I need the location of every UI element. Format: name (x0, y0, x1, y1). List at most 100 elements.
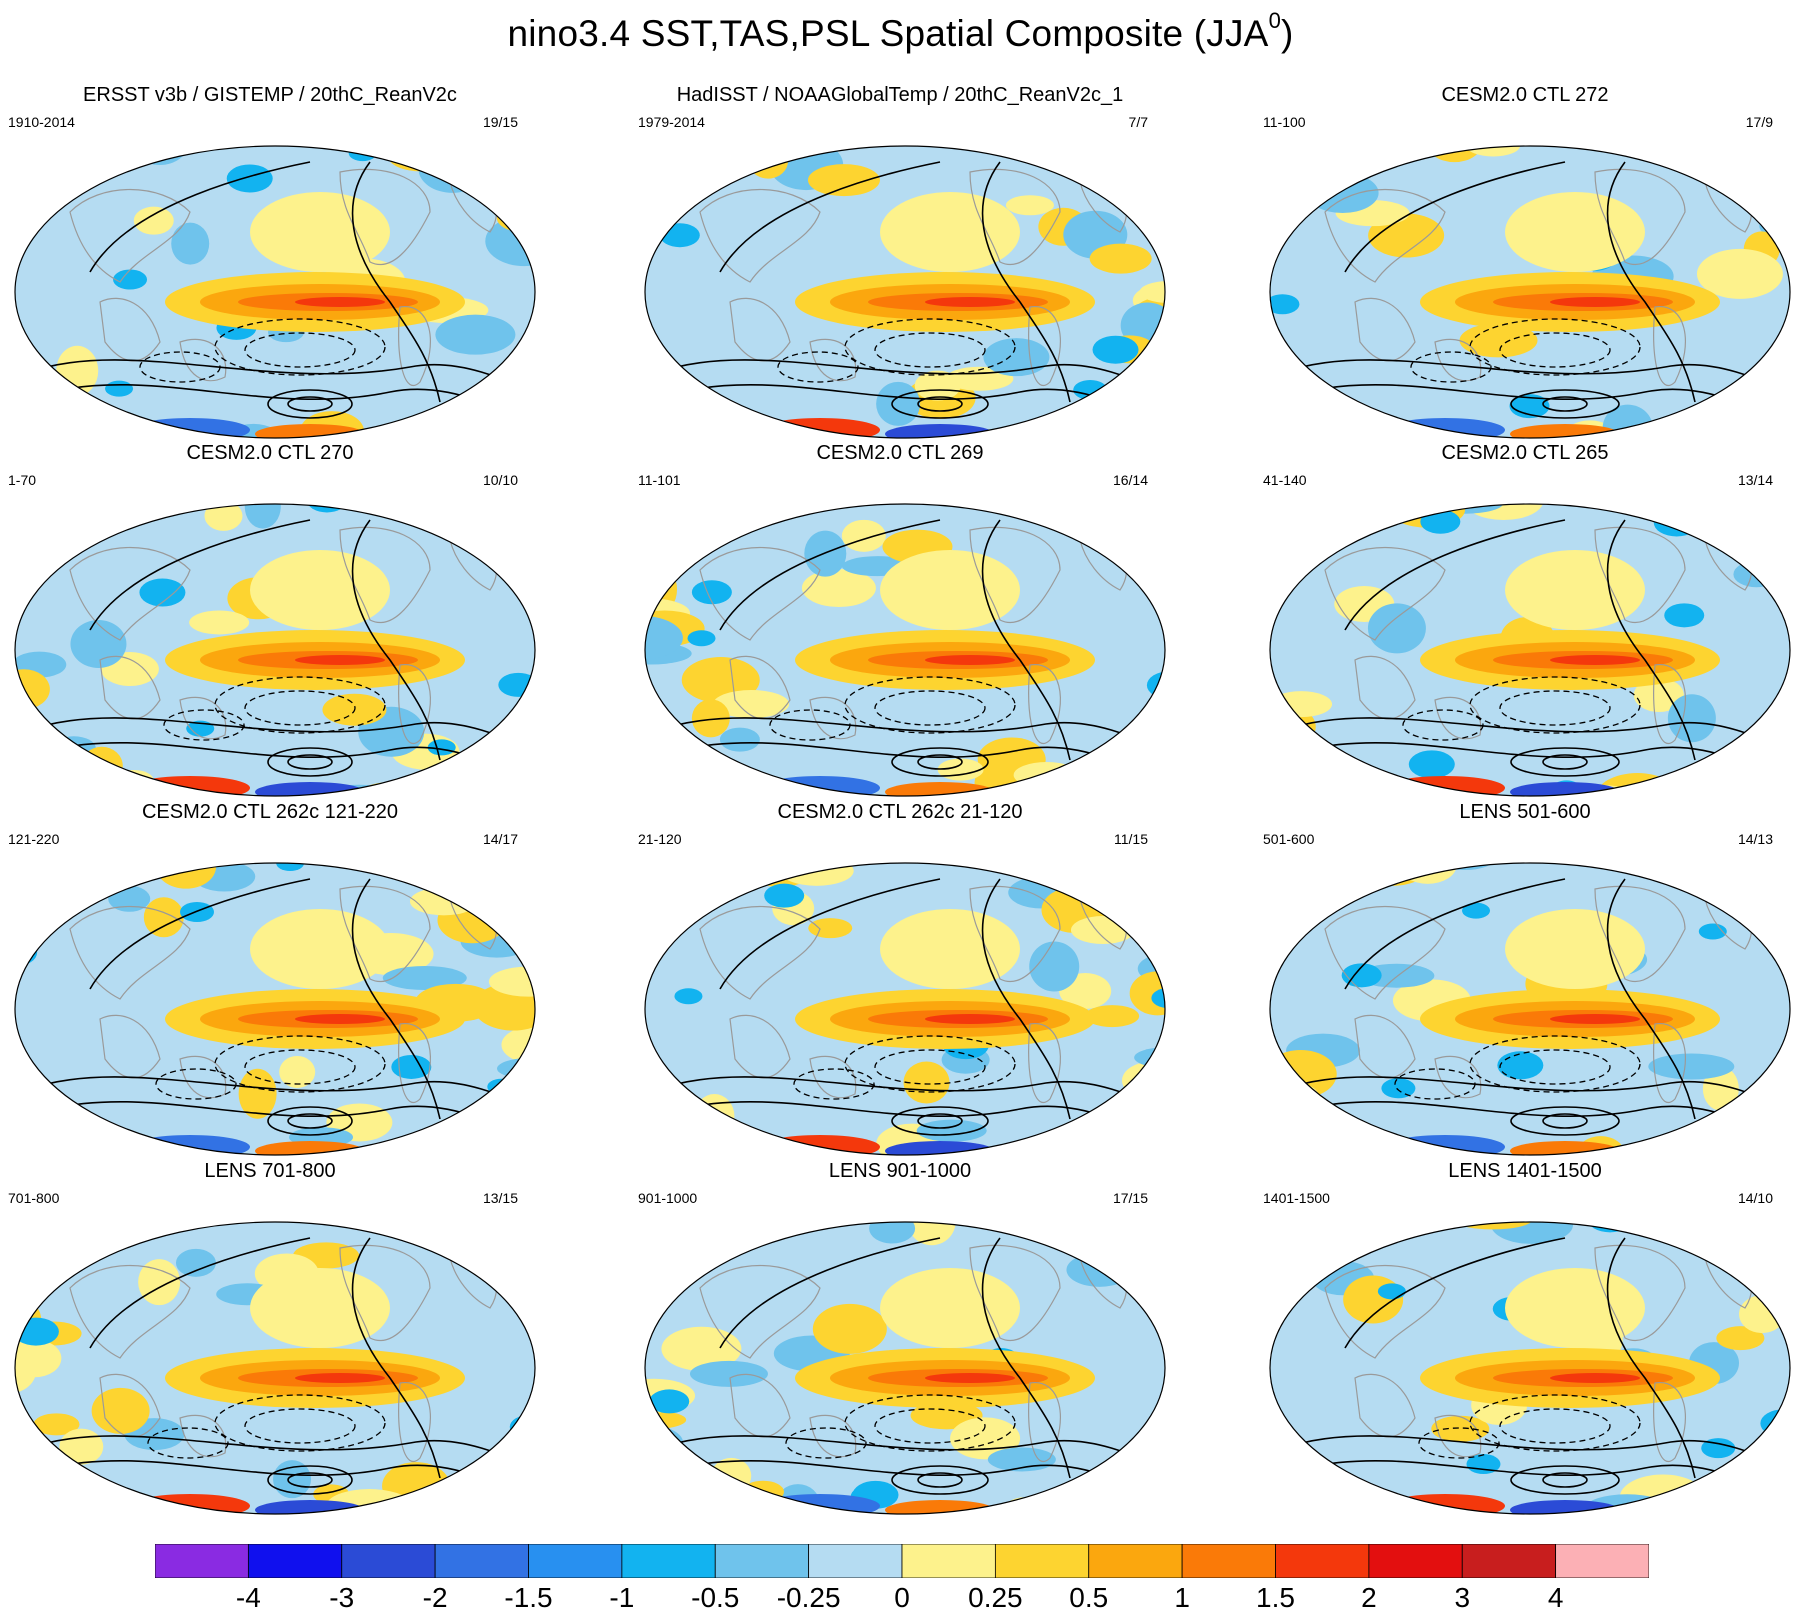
robinson-map (14, 1221, 536, 1515)
anomaly-patch (29, 418, 84, 438)
north-pacific-anomaly (1505, 909, 1645, 989)
cool-anomaly-patch (459, 1469, 500, 1494)
anomaly-patch (486, 1498, 535, 1514)
anomaly-patch (650, 1124, 687, 1155)
anomaly-patch (1306, 173, 1379, 214)
colorbar-swatch (1555, 1544, 1649, 1578)
continent-outline (179, 338, 227, 382)
anomaly-patch (869, 1222, 916, 1244)
anomaly-patch (1633, 678, 1684, 713)
anomaly-patch (645, 146, 685, 160)
anomaly-patch (1773, 1436, 1790, 1467)
robinson-map (14, 503, 536, 797)
cool-anomaly-patch (1719, 1109, 1766, 1138)
panel-title: HadISST / NOAAGlobalTemp / 20thC_ReanV2c… (676, 84, 1124, 106)
cool-anomaly-patch (1311, 504, 1346, 515)
anomaly-patch (645, 1272, 674, 1301)
anomaly-patch (903, 1061, 950, 1104)
robinson-map (1269, 862, 1791, 1156)
psl-contour-positive (1606, 161, 1696, 403)
psl-contour-positive (1542, 1472, 1588, 1488)
anomaly-patch (1367, 603, 1426, 654)
cool-anomaly-patch (15, 919, 40, 940)
psl-contour-negative (1410, 351, 1492, 383)
anomaly-patch (1733, 561, 1780, 588)
anomaly-patch (472, 1222, 535, 1245)
panel-event-count: 13/15 (482, 1190, 518, 1206)
cool-anomaly-patch (645, 205, 655, 222)
anomaly-patch (1139, 280, 1165, 303)
psl-contour-positive (1606, 878, 1696, 1120)
anomaly-patch (501, 779, 535, 796)
continent-outline (398, 664, 431, 744)
cool-anomaly-patch (1081, 1238, 1128, 1267)
psl-contour-positive (267, 747, 353, 777)
anomaly-patch (651, 1243, 690, 1290)
map-border (14, 1221, 536, 1515)
psl-contour-positive (287, 396, 333, 412)
anomaly-patch (1270, 1222, 1322, 1244)
psl-contour-negative (214, 318, 386, 376)
composite-panel: CESM2.0 CTL 262c 121-220 121-220 14/17 (0, 801, 540, 1159)
psl-contour-positive (1510, 389, 1620, 419)
continent-outline (729, 297, 791, 362)
anomaly-patch (658, 420, 737, 438)
panel-title: CESM2.0 CTL 272 (1441, 84, 1609, 106)
cool-anomaly-patch (645, 787, 664, 796)
cool-anomaly-patch (645, 524, 666, 549)
psl-contour-negative (214, 1035, 386, 1093)
psl-contour-negative (244, 1049, 356, 1085)
cool-anomaly-patch (520, 1222, 535, 1230)
psl-contour-negative (163, 709, 245, 741)
colorbar-tick-label: -2 (422, 1582, 448, 1613)
psl-contour-positive (1542, 396, 1588, 412)
panel-title: LENS 1401-1500 (1448, 1160, 1602, 1182)
composite-panel: HadISST / NOAAGlobalTemp / 20thC_ReanV2c… (630, 84, 1170, 442)
anomaly-patch (1285, 1249, 1350, 1270)
panel-years: 121-220 (8, 831, 60, 847)
robinson-map (1269, 1221, 1791, 1515)
psl-contour-negative (1402, 709, 1484, 741)
anomaly-patch (23, 1133, 78, 1155)
anomaly-patch (1270, 1050, 1337, 1099)
psl-contour-negative (844, 1394, 1016, 1452)
cool-anomaly-patch (1727, 152, 1768, 177)
psl-contour-positive (1344, 161, 1566, 273)
cool-anomaly-patch (22, 1503, 69, 1514)
psl-contour-positive (719, 161, 941, 273)
continent-outline (809, 338, 857, 382)
anomaly-patch (1270, 510, 1311, 549)
psl-contour-negative (785, 1427, 867, 1459)
cool-anomaly-patch (105, 380, 134, 397)
anomaly-patch (1107, 504, 1165, 535)
anomaly-patch (1749, 1124, 1790, 1155)
psl-contour-positive (981, 1237, 1071, 1479)
anomaly-patch (801, 569, 876, 608)
antarctic-anomaly (255, 782, 365, 796)
anomaly-patch (689, 1360, 768, 1387)
anomaly-patch (477, 504, 535, 549)
enso-tongue-peak (1550, 297, 1640, 307)
continent-outline (179, 696, 227, 740)
psl-contour-positive (89, 878, 311, 990)
anomaly-patch (1763, 1122, 1790, 1151)
panel-event-count: 16/14 (1112, 472, 1148, 488)
continent-outline (398, 1023, 431, 1103)
anomaly-patch (1648, 1053, 1735, 1080)
colorbar-swatch (901, 1544, 996, 1578)
anomaly-patch (645, 863, 683, 879)
continent-outline (99, 297, 161, 362)
anomaly-patch (1491, 1222, 1574, 1244)
anomaly-patch (409, 1222, 494, 1249)
psl-contour-negative (1469, 1394, 1641, 1452)
continent-outline (1653, 1382, 1686, 1462)
colorbar-tick-label: -0.25 (776, 1582, 841, 1613)
anomaly-patch (1756, 1257, 1790, 1298)
anomaly-patch (1770, 371, 1790, 402)
psl-contour-negative (244, 332, 356, 368)
anomaly-patch (1667, 694, 1716, 743)
psl-contour-positive (1542, 754, 1588, 770)
cool-anomaly-patch (645, 1125, 663, 1150)
anomaly-patch (1716, 1326, 1765, 1351)
cool-anomaly-patch (1752, 544, 1781, 561)
